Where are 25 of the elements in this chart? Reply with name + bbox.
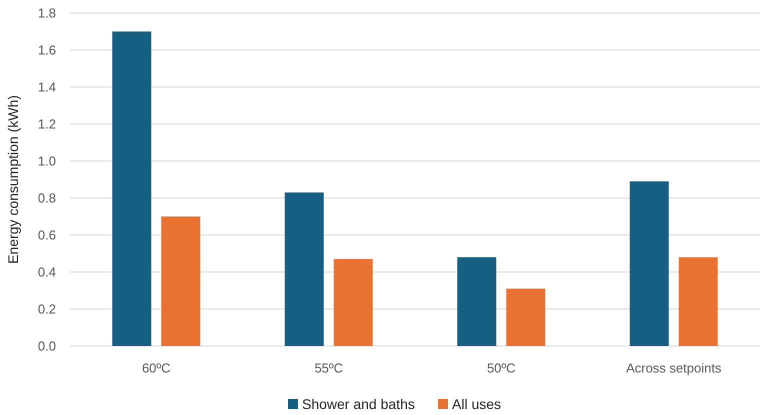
y-tick-label: 1.6	[38, 42, 56, 58]
y-tick-label: 0.4	[38, 264, 56, 280]
y-tick-label: 1.8	[38, 6, 56, 21]
y-tick-label: 1.0	[38, 154, 56, 169]
bar	[506, 288, 546, 346]
y-tick-label: 1.4	[38, 80, 56, 95]
y-tick-label: 0.8	[38, 190, 56, 206]
y-tick-label: 0.6	[38, 228, 56, 243]
legend-label: Shower and baths	[302, 396, 415, 412]
bar	[112, 32, 152, 346]
y-tick-label: 1.2	[38, 116, 56, 132]
y-tick-label: 0.2	[38, 302, 56, 317]
x-tick-label: 60ºC	[142, 360, 171, 376]
legend-label: All uses	[452, 396, 502, 412]
bar	[161, 216, 200, 346]
bar	[630, 181, 669, 346]
y-axis-title: Energy consumption (kWh)	[5, 95, 21, 264]
x-tick-label: Across setpoints	[626, 360, 722, 376]
x-tick-label: 50ºC	[486, 360, 516, 376]
bar	[284, 192, 324, 346]
bar	[334, 259, 373, 346]
x-tick-label: 55ºC	[314, 360, 344, 376]
bar	[457, 257, 496, 346]
y-tick-label: 0.0	[38, 338, 56, 354]
bar	[678, 257, 718, 346]
